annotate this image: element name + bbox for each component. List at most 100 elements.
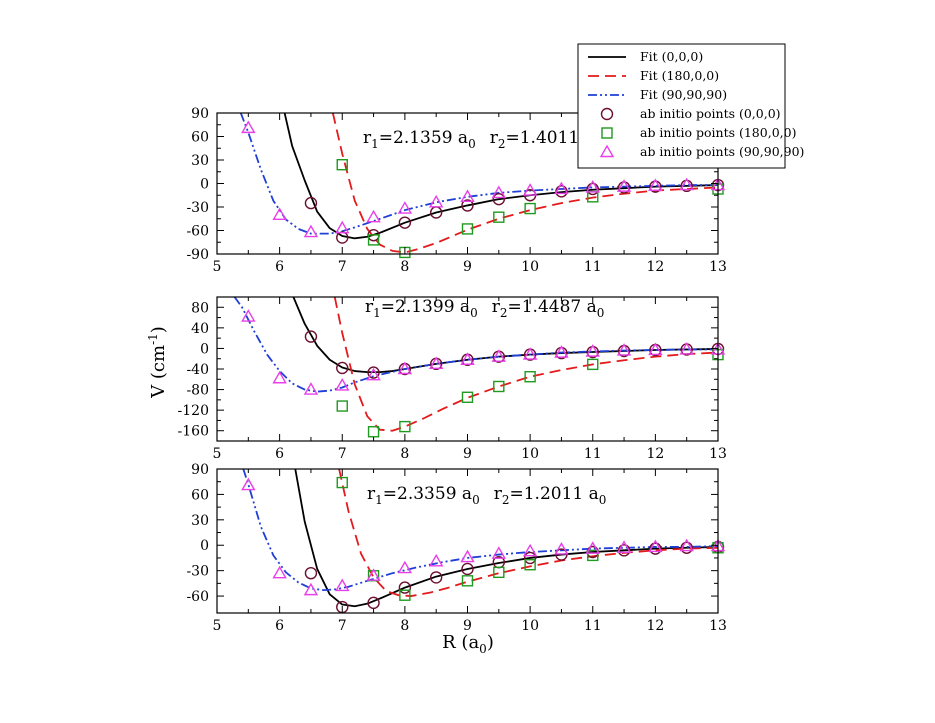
x-tick-label: 13 — [709, 618, 727, 634]
legend-items: Fit (0,0,0) Fit (180,0,0) Fit (90,90,90) ab… — [588, 49, 804, 159]
x-tick-label: 9 — [463, 446, 472, 462]
fit-curve-90-90-90 — [239, 113, 718, 235]
data-point-triangle — [241, 309, 256, 322]
y-tick-label: -60 — [186, 224, 209, 240]
data-point-triangle — [366, 367, 381, 381]
data-point-square — [524, 371, 536, 383]
y-tick-label: 80 — [191, 300, 209, 316]
data-point-triangle — [272, 565, 287, 579]
x-tick-label: 7 — [338, 618, 347, 634]
data-point-triangle — [303, 224, 319, 238]
legend-item: ab initio points (180,0,0) — [601, 125, 796, 140]
legend-label: ab initio points (180,0,0) — [640, 125, 796, 140]
data-point-circle — [492, 192, 506, 206]
data-point-circle — [649, 542, 662, 555]
data-point-circle — [523, 551, 537, 565]
legend-label: Fit (0,0,0) — [640, 49, 703, 64]
data-point-triangle — [522, 183, 538, 196]
data-point-square — [461, 575, 474, 587]
data-point-square — [336, 158, 348, 171]
panel-3: 5 6 7 8 9 10 11 12 13 -60 -30 0 30 60 90 r1=2.3359 a0 r… — [186, 462, 726, 634]
data-point-triangle — [303, 382, 319, 395]
y-tick-label: -160 — [178, 424, 209, 440]
legend-box — [577, 43, 786, 169]
legend-item: ab initio points (0,0,0) — [600, 106, 781, 121]
fit-curve-90-90-90 — [242, 469, 718, 592]
data-point-triangle — [366, 209, 381, 223]
y-tick-label: 0 — [200, 341, 209, 357]
data-point-square — [461, 223, 474, 235]
x-tick-label: 13 — [709, 446, 727, 462]
data-point-square — [336, 476, 348, 489]
data-point-triangle — [241, 120, 256, 134]
data-point-triangle — [616, 343, 632, 356]
data-point-triangle — [648, 178, 663, 192]
legend-marker-square — [601, 127, 613, 139]
x-tick-label: 10 — [521, 259, 539, 275]
data-point-square — [461, 391, 474, 403]
y-tick-label: -120 — [178, 403, 209, 419]
data-point-circle — [398, 216, 412, 229]
data-point-triangle — [585, 344, 600, 357]
y-tick-label: -90 — [186, 247, 209, 263]
x-tick-label: 5 — [213, 618, 222, 634]
data-point-circle — [304, 330, 318, 343]
data-point-circle — [680, 541, 693, 554]
legend-item: Fit (90,90,90) — [588, 87, 727, 102]
legend-marker-circle — [600, 107, 614, 121]
x-tick-label: 9 — [463, 259, 472, 275]
panel-2-frame — [216, 296, 719, 442]
x-tick-label: 8 — [400, 259, 409, 275]
x-tick-label: 8 — [400, 446, 409, 462]
panel-3-markers — [241, 476, 726, 614]
data-point-triangle — [522, 347, 538, 360]
data-point-square — [493, 380, 505, 393]
data-point-triangle — [366, 568, 381, 581]
legend-marker-triangle — [599, 144, 615, 158]
x-tick-label: 5 — [213, 259, 222, 275]
data-point-triangle — [585, 541, 600, 554]
data-point-circle — [586, 182, 599, 196]
legend: Fit (0,0,0) Fit (180,0,0) Fit (90,90,90) ab… — [577, 43, 804, 169]
data-point-square — [367, 426, 380, 438]
x-tick-label: 12 — [646, 618, 664, 634]
data-point-triangle — [241, 477, 256, 491]
legend-label: Fit (180,0,0) — [640, 68, 719, 83]
y-tick-label: -40 — [186, 362, 209, 378]
data-point-triangle — [460, 352, 475, 365]
x-tick-label: 7 — [338, 446, 347, 462]
data-point-triangle — [428, 356, 444, 370]
y-tick-label: -30 — [186, 564, 209, 580]
data-point-triangle — [522, 543, 538, 557]
fit-curve-180-0-0 — [333, 297, 718, 432]
y-tick-label: -30 — [186, 200, 209, 216]
data-point-triangle — [335, 378, 350, 391]
data-point-circle — [461, 562, 474, 576]
data-point-triangle — [679, 177, 694, 191]
data-point-triangle — [679, 538, 694, 552]
data-point-triangle — [491, 349, 507, 362]
data-point-triangle — [679, 342, 694, 355]
data-point-triangle — [460, 549, 475, 563]
y-tick-label: 40 — [191, 321, 209, 337]
x-tick-label: 5 — [213, 446, 222, 462]
x-tick-label: 12 — [646, 259, 664, 275]
panel-3-ticks: 5 6 7 8 9 10 11 12 13 -60 -30 0 30 60 90 — [186, 462, 726, 634]
y-tick-label: 30 — [191, 513, 209, 529]
x-tick-label: 8 — [400, 618, 409, 634]
data-point-triangle — [648, 539, 663, 553]
data-point-triangle — [272, 370, 287, 384]
data-point-triangle — [335, 578, 350, 592]
data-point-circle — [304, 196, 318, 210]
data-point-triangle — [303, 582, 319, 596]
y-tick-label: 60 — [191, 487, 209, 503]
legend-label: Fit (90,90,90) — [640, 87, 727, 102]
data-point-square — [524, 559, 536, 571]
panel-2-annotation: r1=2.1399 a0 r2=1.4487 a0 — [365, 297, 604, 320]
legend-item: ab initio points (90,90,90) — [599, 144, 804, 159]
y-tick-label: 90 — [191, 462, 209, 478]
data-point-triangle — [272, 207, 287, 221]
data-point-triangle — [428, 194, 444, 208]
